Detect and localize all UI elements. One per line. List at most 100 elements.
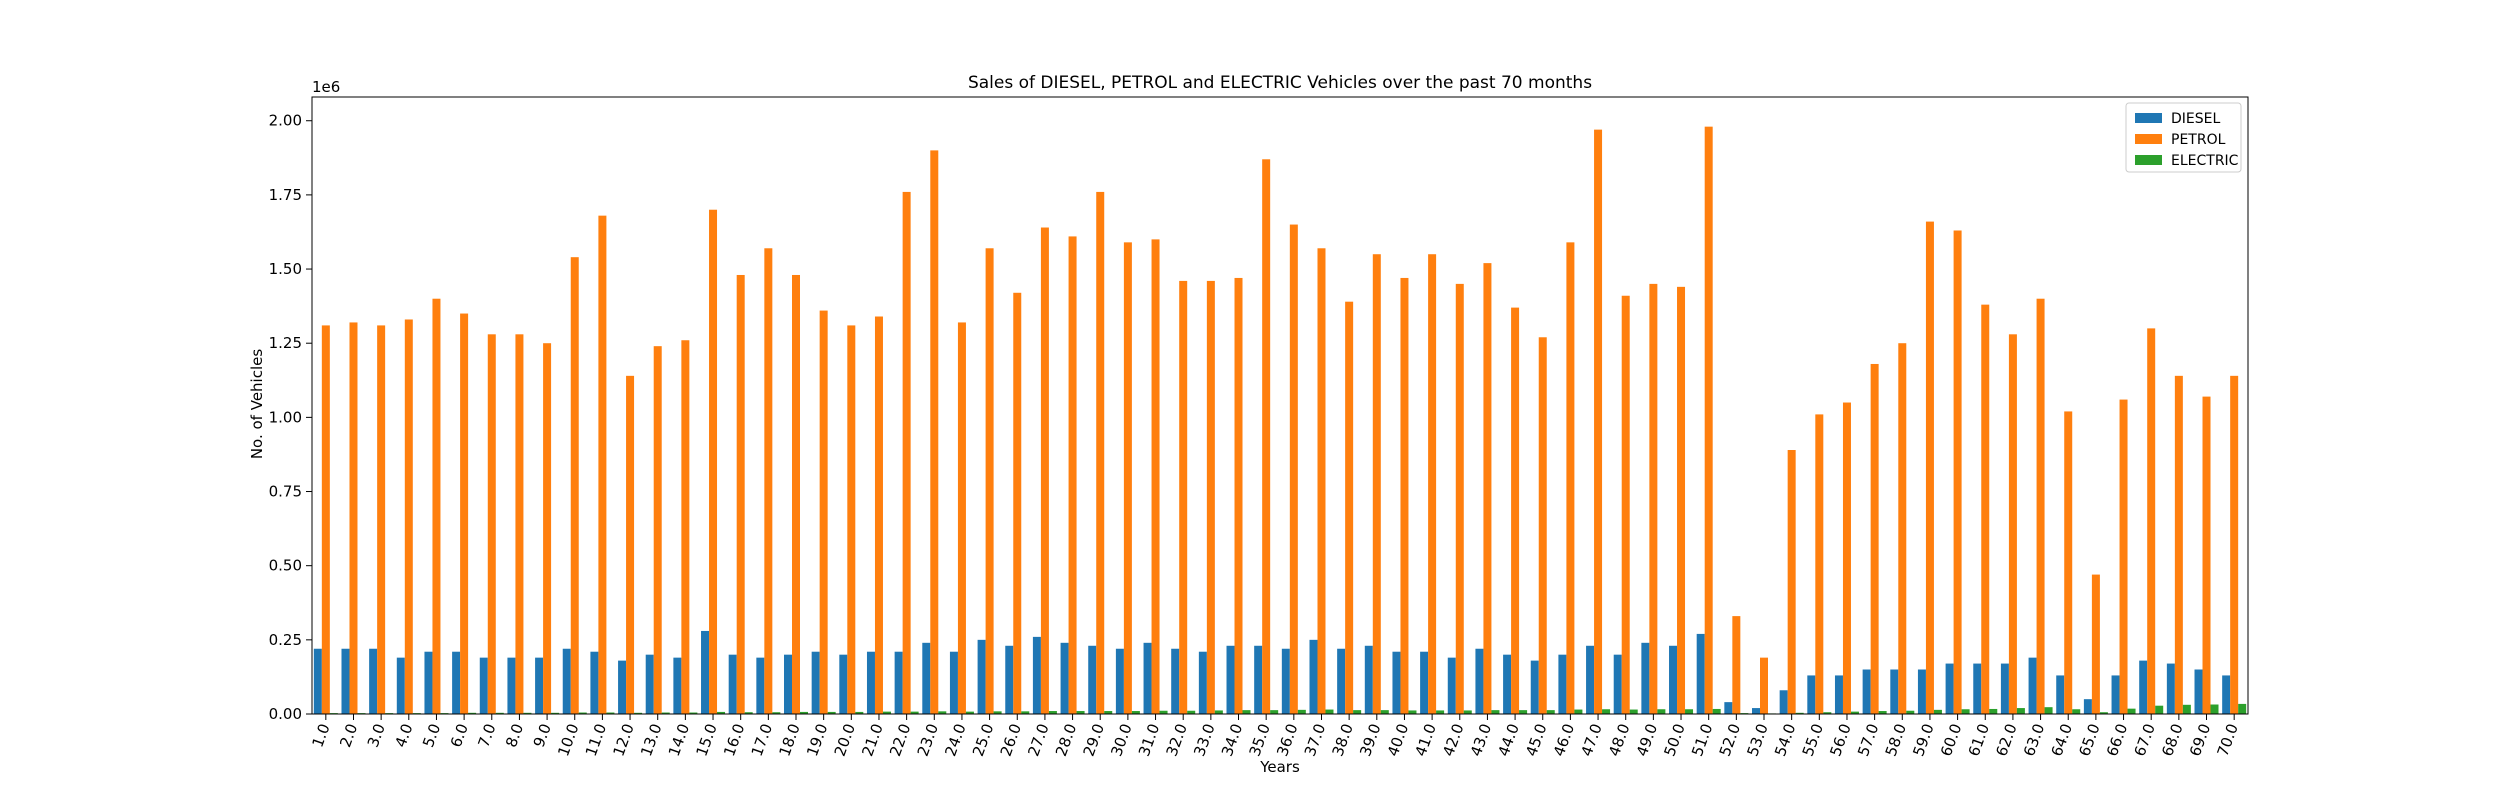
bar-diesel-9.0 — [535, 657, 544, 714]
bar-diesel-23.0 — [922, 642, 931, 714]
bar-diesel-57.0 — [1862, 669, 1871, 714]
x-tick-label: 28.0 — [1052, 721, 1080, 759]
y-tick-label: 1.00 — [269, 408, 302, 426]
bar-petrol-68.0 — [2174, 375, 2183, 714]
bar-diesel-42.0 — [1447, 657, 1456, 714]
bar-diesel-51.0 — [1696, 633, 1705, 714]
bar-petrol-40.0 — [1400, 277, 1409, 714]
bar-petrol-18.0 — [792, 274, 800, 714]
bar-electric-8.0 — [523, 712, 532, 714]
x-tick-label: 23.0 — [914, 721, 942, 759]
x-tick-label: 66.0 — [2103, 721, 2131, 759]
bar-diesel-66.0 — [2111, 675, 2120, 714]
bar-petrol-28.0 — [1068, 236, 1077, 715]
bar-diesel-59.0 — [1917, 669, 1926, 714]
bar-petrol-66.0 — [2119, 399, 2128, 714]
bar-electric-58.0 — [1906, 710, 1915, 714]
x-tick-label: 62.0 — [1992, 721, 2020, 759]
x-tick-label: 21.0 — [858, 721, 886, 759]
bar-electric-65.0 — [2099, 712, 2108, 714]
bar-petrol-49.0 — [1649, 283, 1658, 714]
bar-diesel-26.0 — [1005, 645, 1014, 714]
x-tick-label: 38.0 — [1329, 721, 1357, 759]
bar-diesel-52.0 — [1724, 702, 1733, 714]
bar-diesel-22.0 — [894, 651, 903, 714]
bar-petrol-31.0 — [1151, 239, 1160, 714]
bar-electric-64.0 — [2072, 709, 2081, 714]
bar-electric-36.0 — [1297, 709, 1306, 714]
bar-diesel-67.0 — [2139, 660, 2148, 714]
bar-petrol-59.0 — [1925, 221, 1934, 714]
bar-petrol-3.0 — [377, 325, 386, 714]
bar-diesel-31.0 — [1143, 642, 1152, 714]
bar-electric-39.0 — [1380, 710, 1389, 714]
bar-petrol-7.0 — [487, 334, 496, 714]
bar-diesel-65.0 — [2083, 699, 2092, 714]
legend-swatch-diesel — [2135, 113, 2162, 123]
bar-diesel-17.0 — [756, 657, 765, 714]
y-axis-label: No. of Vehicles — [248, 349, 266, 460]
bar-electric-44.0 — [1519, 710, 1528, 714]
x-tick-label: 5.0 — [419, 721, 444, 750]
bar-electric-7.0 — [495, 712, 504, 714]
bar-diesel-16.0 — [728, 654, 737, 714]
bar-petrol-55.0 — [1815, 414, 1824, 714]
bar-electric-48.0 — [1629, 709, 1638, 714]
x-tick-label: 20.0 — [831, 721, 859, 759]
bar-diesel-70.0 — [2222, 675, 2231, 714]
x-tick-label: 56.0 — [1826, 721, 1854, 759]
bar-electric-19.0 — [827, 711, 836, 714]
bar-electric-29.0 — [1104, 711, 1113, 714]
bar-diesel-24.0 — [949, 651, 958, 714]
bar-petrol-69.0 — [2202, 396, 2211, 714]
bar-petrol-57.0 — [1870, 363, 1879, 714]
bar-electric-34.0 — [1242, 710, 1251, 714]
bar-diesel-11.0 — [590, 651, 599, 714]
x-tick-label: 11.0 — [582, 721, 610, 759]
bar-diesel-19.0 — [811, 651, 820, 714]
x-tick-label: 7.0 — [474, 721, 499, 750]
x-axis: 1.0 2.0 3.0 4.0 5.0 6.0 7.0 8.0 9.0 10.0 11.0 12.0 1… — [309, 714, 2242, 759]
bar-petrol-14.0 — [681, 340, 690, 714]
bar-petrol-22.0 — [902, 191, 911, 715]
x-tick-label: 63.0 — [2020, 721, 2048, 759]
bar-electric-13.0 — [661, 712, 670, 714]
x-tick-label: 13.0 — [637, 721, 665, 759]
bar-petrol-32.0 — [1179, 280, 1188, 714]
bar-diesel-46.0 — [1558, 654, 1567, 714]
bar-diesel-15.0 — [701, 630, 710, 714]
x-tick-label: 67.0 — [2131, 721, 2159, 759]
x-tick-label: 51.0 — [1688, 721, 1716, 759]
legend-swatch-electric — [2135, 155, 2162, 165]
bar-diesel-62.0 — [2000, 663, 2009, 714]
bar-electric-37.0 — [1325, 709, 1334, 714]
bar-diesel-60.0 — [1945, 663, 1954, 714]
bar-electric-49.0 — [1657, 709, 1666, 714]
bar-electric-24.0 — [965, 711, 974, 714]
bar-diesel-2.0 — [341, 648, 350, 714]
bar-diesel-35.0 — [1254, 645, 1263, 714]
bar-electric-27.0 — [1048, 711, 1057, 714]
bar-electric-66.0 — [2127, 708, 2136, 714]
bar-diesel-1.0 — [313, 648, 322, 714]
bar-diesel-8.0 — [507, 657, 516, 714]
legend-label-diesel: DIESEL — [2171, 111, 2220, 127]
bar-electric-18.0 — [800, 711, 808, 714]
x-tick-label: 42.0 — [1439, 721, 1467, 759]
bar-electric-40.0 — [1408, 710, 1417, 714]
bar-diesel-45.0 — [1530, 660, 1539, 714]
bar-electric-70.0 — [2238, 703, 2247, 714]
bar-petrol-11.0 — [598, 215, 607, 714]
x-tick-label: 33.0 — [1190, 721, 1218, 759]
bar-diesel-10.0 — [562, 648, 571, 714]
x-tick-label: 1.0 — [309, 721, 334, 750]
bar-petrol-13.0 — [653, 346, 662, 714]
y-tick-label: 0.50 — [269, 557, 302, 575]
x-tick-label: 39.0 — [1356, 721, 1384, 759]
bar-petrol-6.0 — [460, 313, 469, 714]
bar-electric-21.0 — [882, 711, 891, 714]
legend-label-electric: ELECTRIC — [2171, 153, 2239, 169]
bar-electric-11.0 — [606, 712, 615, 714]
